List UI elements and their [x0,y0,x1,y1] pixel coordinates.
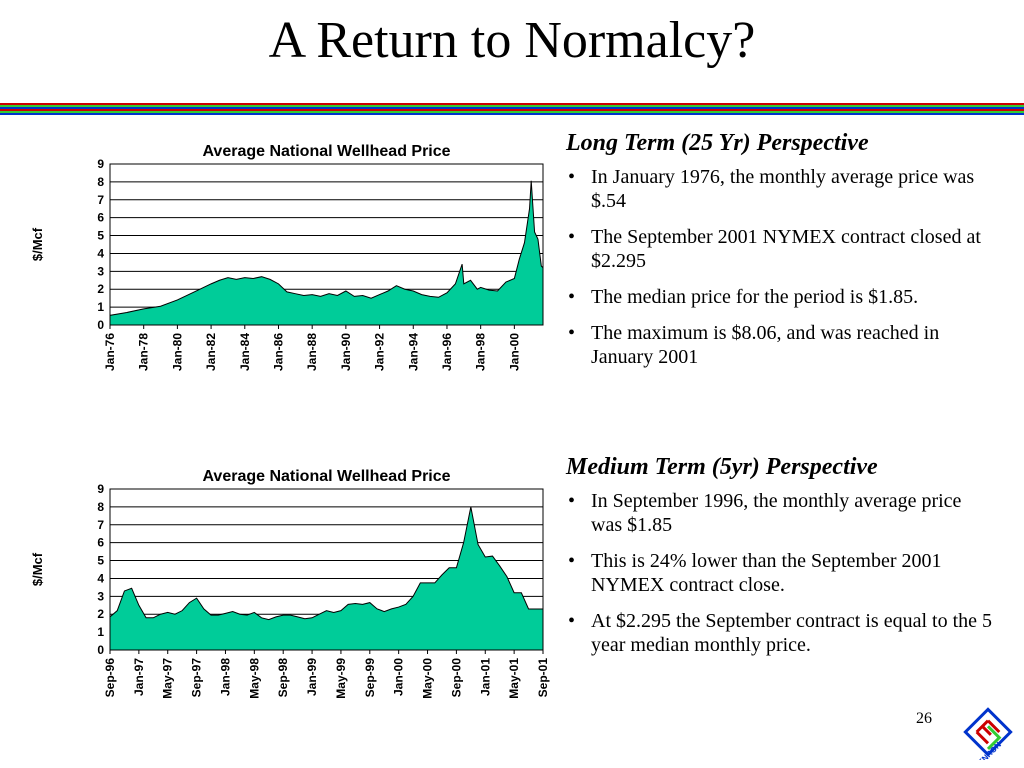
x-tick-label: Jan-82 [204,333,218,371]
x-tick-label: Jan-01 [478,658,492,696]
x-tick-label: Jan-94 [406,333,420,371]
enron-logo: ENRON [963,707,1013,760]
bullet-item: • The September 2001 NYMEX contract close… [568,226,981,272]
medium-term-heading: Medium Term (5yr) Perspective [566,454,878,480]
x-tick-label: Jan-88 [305,333,319,371]
y-axis-label: $/Mcf [30,227,45,261]
long-term-bullets: • In January 1976, the monthly average pr… [566,165,996,369]
bullet-text: In January 1976, the monthly average pri… [591,166,975,212]
x-tick-label: Jan-98 [218,658,232,696]
title-divider-stripes [0,103,1024,115]
logo-e-shape [963,707,1013,757]
x-tick-label: Jan-00 [392,658,406,696]
x-tick-label: May-97 [161,658,175,699]
bullet-text: This is 24% lower than the September 200… [591,550,942,596]
x-tick-label: Jan-99 [305,658,319,696]
x-tick-label: Jan-78 [137,333,151,371]
page-number: 26 [916,710,932,727]
y-tick-label: 4 [97,246,104,260]
x-tick-label: Jan-96 [440,333,454,371]
x-tick-label: Jan-97 [132,658,146,696]
y-tick-label: 3 [97,264,104,278]
x-tick-label: Jan-00 [507,333,521,371]
y-tick-label: 5 [97,229,104,243]
medium-term-chart-svg: Average National Wellhead Price $/Mcf 0 1 2 3… [30,468,550,699]
y-tick-label: 3 [97,589,104,603]
y-tick-label: 9 [97,157,104,171]
bullet-text: At $2.295 the September contract is equa… [591,610,993,656]
x-tick-label: Jan-76 [103,333,117,371]
long-term-chart-svg: Average National Wellhead Price $/Mcf 0 1 2 3… [30,143,544,371]
x-tick-label: Sep-96 [103,658,117,698]
plot-border [109,163,544,326]
y-tick-label: 7 [97,518,104,532]
medium-term-panel: Medium Term (5yr) Perspective • In Septem… [566,454,996,669]
x-tick-label: Sep-01 [536,658,550,698]
bullet-item: • The median price for the period is $1.8… [568,286,919,308]
bullet-text: The maximum is $8.06, and was reached in… [591,322,940,368]
x-tick-label: Sep-97 [190,658,204,698]
x-tick-label: May-01 [507,658,521,699]
y-tick-label: 4 [97,571,104,585]
y-tick-label: 5 [97,554,104,568]
medium-term-price-chart: Average National Wellhead Price $/Mcf 0 1 2 3… [0,454,560,754]
long-term-price-chart: Average National Wellhead Price $/Mcf 0 1 2 3… [0,130,560,450]
x-tick-label: Jan-92 [373,333,387,371]
chart-title: Average National Wellhead Price [202,468,450,485]
x-tick-label: May-00 [421,658,435,699]
plot-border [109,488,544,651]
bullet-item: • In January 1976, the monthly average pr… [568,166,975,212]
y-tick-label: 2 [97,607,104,621]
bullet-item: • This is 24% lower than the September 20… [568,550,942,596]
bullet-item: • The maximum is $8.06, and was reached i… [568,322,940,368]
medium-term-bullets: • In September 1996, the monthly average … [566,489,996,657]
y-tick-label: 2 [97,282,104,296]
x-tick-label: Jan-84 [238,333,252,371]
stripe-blue-1 [0,107,1024,109]
stripe-red-1 [0,103,1024,105]
price-area-series [109,506,544,651]
x-tick-label: Jan-86 [271,333,285,371]
bullet-item: • In September 1996, the monthly average … [568,490,962,536]
y-tick-label: 1 [97,300,104,314]
x-tick-label: Jan-80 [170,333,184,371]
y-tick-label: 8 [97,175,104,189]
y-tick-label: 1 [97,625,104,639]
y-tick-label: 0 [97,643,104,657]
bullet-text: In September 1996, the monthly average p… [591,490,962,536]
y-tick-label: 7 [97,193,104,207]
chart-title: Average National Wellhead Price [202,143,450,160]
x-tick-label: May-98 [247,658,261,699]
bullet-text: The median price for the period is $1.85… [591,286,919,308]
slide-title: A Return to Normalcy? [268,12,756,69]
y-tick-label: 6 [97,536,104,550]
stripe-green-2 [0,111,1024,113]
x-tick-label: Jan-98 [474,333,488,371]
stripe-blue-2 [0,113,1024,115]
bullet-item: • At $2.295 the September contract is equ… [568,610,993,656]
logo-text: ENRON [976,740,1003,760]
price-area-series [109,180,544,326]
x-tick-label: Sep-98 [276,658,290,698]
long-term-panel: Long Term (25 Yr) Perspective • In Januar… [566,130,996,381]
x-tick-label: May-99 [334,658,348,699]
y-axis-label: $/Mcf [30,552,45,586]
long-term-heading: Long Term (25 Yr) Perspective [566,130,869,156]
y-tick-label: 6 [97,211,104,225]
y-tick-label: 9 [97,482,104,496]
x-tick-label: Sep-00 [449,658,463,698]
stripe-green-1 [0,105,1024,107]
stripe-red-2 [0,109,1024,111]
y-tick-label: 8 [97,500,104,514]
bullet-text: The September 2001 NYMEX contract closed… [591,226,981,272]
y-tick-label: 0 [97,318,104,332]
x-tick-label: Sep-99 [363,658,377,698]
x-tick-label: Jan-90 [339,333,353,371]
